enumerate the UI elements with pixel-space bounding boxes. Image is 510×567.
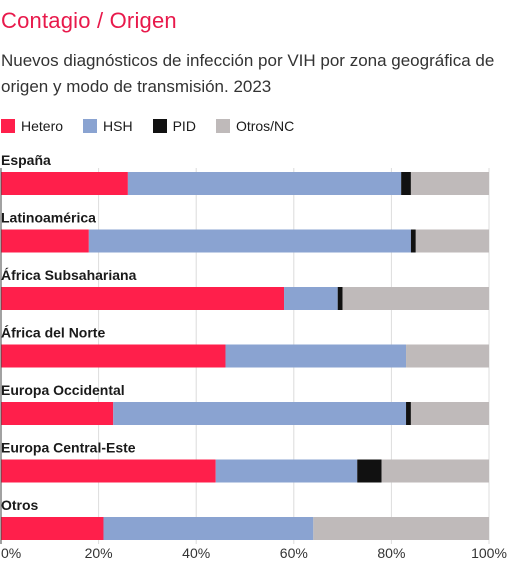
legend: Hetero HSH PID Otros/NC [1,116,314,136]
bar-africa-subsahariana-otros-nc [342,287,489,310]
bar-europa-occidental-hetero [1,402,114,425]
chart-title: Contagio / Origen [1,8,177,33]
bar-europa-central-este-pid [357,459,382,483]
category-label-africa-del-norte: África del Norte [1,325,105,341]
bar-africa-del-norte-otros-nc [406,344,489,368]
bar-europa-occidental-pid [406,402,411,425]
legend-item-otros-nc: Otros/NC [215,118,295,134]
bar-espana-hsh [127,172,402,195]
category-label-europa-occidental: Europa Occidental [1,382,125,398]
legend-swatch-otros-nc [215,119,230,133]
bar-otros-otros-nc [313,517,489,540]
x-tick-label-0: 0% [1,545,21,561]
legend-swatch-pid [152,119,167,133]
category-label-latinoamerica: Latinoamérica [1,210,96,226]
bar-africa-subsahariana-hetero [1,287,285,310]
x-tick-label-2: 40% [182,545,210,561]
legend-swatch-hetero [1,119,15,133]
category-label-africa-subsahariana: África Subsahariana [1,267,137,283]
legend-label-pid: PID [172,118,196,134]
x-tick-label-5: 100% [471,545,507,561]
x-tick-label-3: 60% [280,545,308,561]
chart-subtitle: Nuevos diagnósticos de infección por VIH… [1,51,495,96]
legend-item-hetero: Hetero [1,118,63,134]
category-label-otros: Otros [1,497,39,513]
legend-label-hsh: HSH [103,118,133,134]
bar-otros-hsh [103,517,314,540]
x-tick-label-4: 80% [377,545,405,561]
bar-europa-occidental-hsh [113,402,407,425]
bar-latinoamerica-hetero [1,229,89,253]
bar-latinoamerica-hsh [88,229,411,253]
bar-africa-subsahariana-hsh [284,287,338,310]
legend-item-hsh: HSH [83,118,133,134]
bar-europa-central-este-hsh [215,459,358,483]
bar-europa-central-este-otros-nc [381,459,489,483]
bar-africa-subsahariana-pid [337,287,343,310]
bar-latinoamerica-pid [410,229,416,253]
legend-item-pid: PID [152,118,196,134]
bar-latinoamerica-otros-nc [415,229,489,253]
x-tick-label-1: 20% [85,545,113,561]
bar-europa-occidental-otros-nc [410,402,489,425]
bar-otros-hetero [1,517,104,540]
bar-africa-del-norte-hsh [225,344,407,368]
bar-africa-del-norte-hetero [1,344,226,368]
category-label-europa-central-este: Europa Central-Este [1,440,136,456]
bar-espana-pid [401,172,411,195]
legend-swatch-hsh [83,119,98,133]
legend-label-hetero: Hetero [21,118,64,134]
legend-label-otros-nc: Otros/NC [235,118,295,134]
bar-espana-hetero [1,172,128,195]
bar-espana-otros-nc [410,172,489,195]
category-label-espana: España [1,152,51,168]
bar-europa-central-este-hetero [1,459,216,483]
